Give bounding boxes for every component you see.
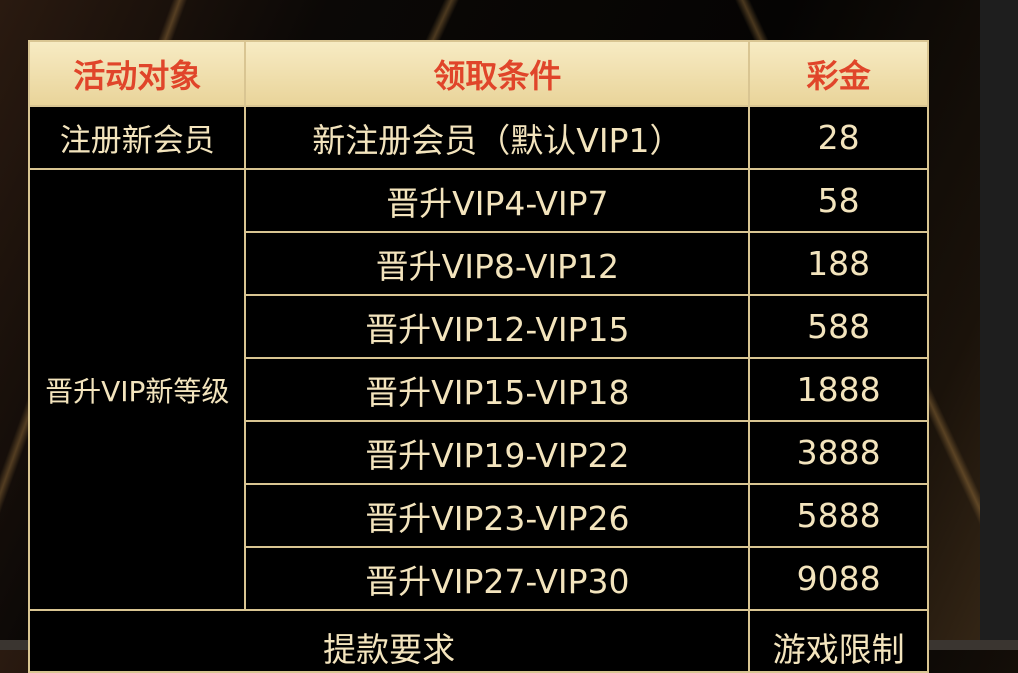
bonus-cell: 5888	[748, 483, 929, 548]
target-cell: 注册新会员	[27, 105, 247, 170]
bonus-cell: 3888	[748, 420, 929, 485]
target-cell: 晋升VIP新等级	[27, 168, 247, 611]
header-target: 活动对象	[27, 40, 247, 107]
right-edge-panel	[980, 0, 1018, 650]
bonus-cell: 9088	[748, 546, 929, 611]
bonus-cell: 58	[748, 168, 929, 233]
withdraw-requirement-header: 提款要求	[27, 609, 751, 673]
table-header-row: 活动对象 领取条件 彩金	[27, 40, 929, 107]
table-row: 晋升VIP19-VIP22 3888	[29, 420, 929, 485]
condition-cell: 晋升VIP12-VIP15	[244, 294, 751, 359]
table-footer-row: 提款要求 游戏限制	[27, 609, 929, 673]
condition-cell: 新注册会员（默认VIP1）	[244, 105, 751, 170]
vip-bonus-table: 活动对象 领取条件 彩金 注册新会员 新注册会员（默认VIP1） 28 晋升VI…	[27, 40, 929, 673]
condition-cell: 晋升VIP27-VIP30	[244, 546, 751, 611]
condition-cell: 晋升VIP15-VIP18	[244, 357, 751, 422]
header-bonus: 彩金	[748, 40, 929, 107]
condition-cell: 晋升VIP23-VIP26	[244, 483, 751, 548]
bonus-cell: 28	[748, 105, 929, 170]
table-row: 晋升VIP23-VIP26 5888	[29, 483, 929, 548]
condition-cell: 晋升VIP19-VIP22	[244, 420, 751, 485]
table-row: 晋升VIP新等级 晋升VIP4-VIP7 58	[27, 168, 929, 611]
table-row: 晋升VIP8-VIP12 188	[29, 231, 929, 296]
condition-cell: 晋升VIP4-VIP7	[244, 168, 751, 233]
table-row: 晋升VIP27-VIP30 9088	[29, 546, 929, 611]
condition-cell: 晋升VIP8-VIP12	[244, 231, 751, 296]
table-row: 晋升VIP12-VIP15 588	[29, 294, 929, 359]
table-row: 晋升VIP15-VIP18 1888	[29, 357, 929, 422]
bonus-cell: 588	[748, 294, 929, 359]
bonus-cell: 1888	[748, 357, 929, 422]
game-limit-header: 游戏限制	[748, 609, 929, 673]
header-condition: 领取条件	[244, 40, 751, 107]
table-row: 注册新会员 新注册会员（默认VIP1） 28	[27, 105, 929, 170]
bonus-cell: 188	[748, 231, 929, 296]
